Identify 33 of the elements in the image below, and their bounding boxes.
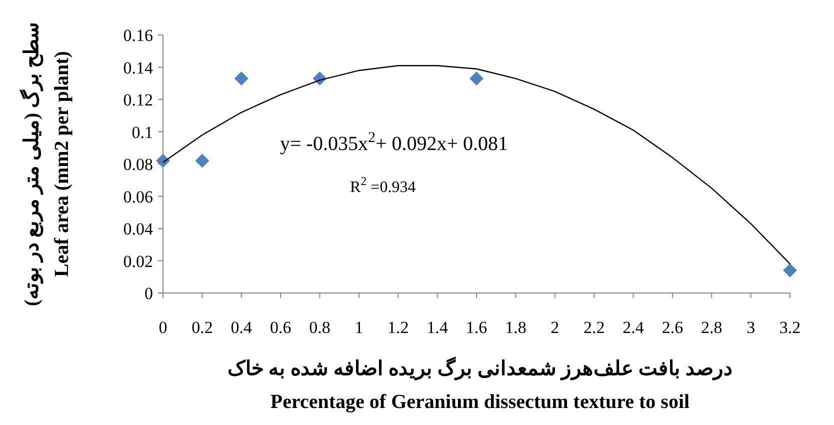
- y-tick-label: 0.12: [123, 90, 153, 110]
- y-tick-label: 0.1: [132, 122, 153, 142]
- x-tick-label: 1: [354, 318, 364, 337]
- y-tick-label: 0.02: [123, 252, 153, 271]
- point: [234, 72, 248, 86]
- annotation: y= -0.035x$^{2}$+ 0.092x+ 0.081: [280, 130, 508, 155]
- x-tick-label: 2.6: [662, 318, 684, 337]
- y-tick-label: 0.16: [123, 26, 153, 45]
- x-tick-label: 1.8: [505, 318, 526, 337]
- y-tick-label: 0: [144, 284, 153, 303]
- x-tick-label: 2.2: [583, 318, 605, 337]
- x-tick-label: 0.4: [230, 318, 252, 337]
- annotation: R$^{2}$ =0.934: [350, 174, 416, 196]
- x-tick-label: 2.8: [701, 318, 722, 337]
- y-tick-label: 0.08: [123, 155, 153, 174]
- x-tick-label: 1.4: [426, 318, 448, 337]
- x-tick-label: 2: [550, 318, 560, 337]
- x-tick-label: 3.2: [779, 318, 801, 337]
- x-tick-label: 3: [746, 318, 756, 337]
- x-tick-label: 0.8: [309, 318, 330, 337]
- y-tick-label: 0.06: [123, 187, 153, 206]
- point: [156, 154, 170, 168]
- y-tick-label: 0.04: [123, 220, 154, 238]
- x-tick-label: 0.6: [270, 318, 292, 337]
- point: [195, 154, 210, 168]
- x-tick-label: 1.2: [388, 318, 409, 337]
- point: [783, 263, 797, 278]
- x-tick-label: 0.2: [192, 318, 213, 337]
- point: [470, 72, 484, 86]
- x-tick-label: 1.6: [466, 318, 488, 337]
- x-tick-label: 2.4: [622, 318, 644, 337]
- y-tick-label: 0.14: [123, 58, 154, 78]
- x-tick-label: 0: [158, 318, 168, 337]
